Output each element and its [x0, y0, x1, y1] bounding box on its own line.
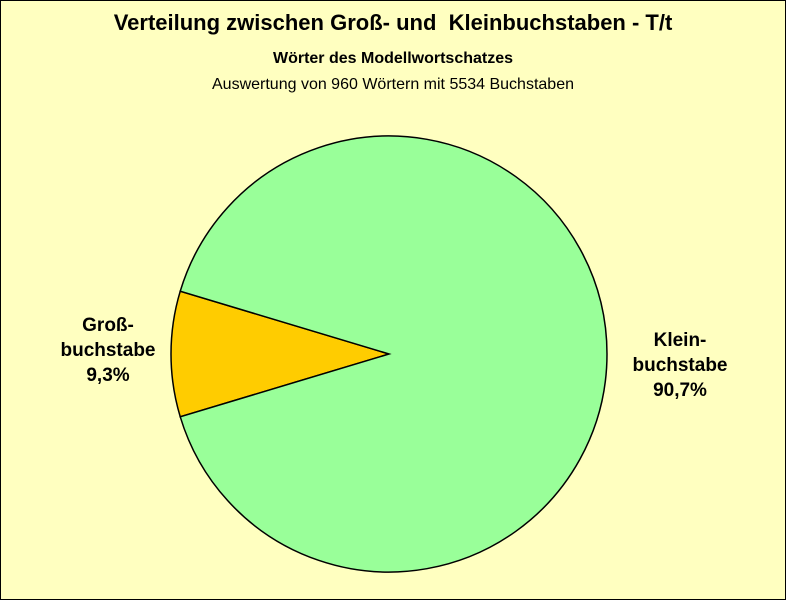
slice-label-line: buchstabe: [60, 340, 156, 361]
pie-slice-kleinbuchstabe: [179, 135, 608, 573]
chart-subtitle: Wörter des Modellwortschatzes: [272, 50, 514, 67]
pie-slice-grossbuchstabe: [170, 290, 392, 418]
slice-label-kleinbuchstabe: Klein- buchstabe 90,7%: [610, 328, 750, 403]
slice-label-line: Klein-: [653, 330, 707, 351]
slice-label-line: buchstabe: [632, 355, 728, 376]
slice-label-line: Groß-: [82, 315, 134, 336]
slice-label-grossbuchstabe: Groß- buchstabe 9,3%: [38, 313, 178, 388]
slice-value-label: 9,3%: [86, 365, 130, 386]
chart-subtitle-detail: Auswertung von 960 Wörtern mit 5534 Buch…: [212, 76, 574, 93]
chart-title: Verteilung zwischen Groß- und Kleinbuchs…: [113, 10, 673, 35]
slice-value-label: 90,7%: [653, 380, 707, 401]
